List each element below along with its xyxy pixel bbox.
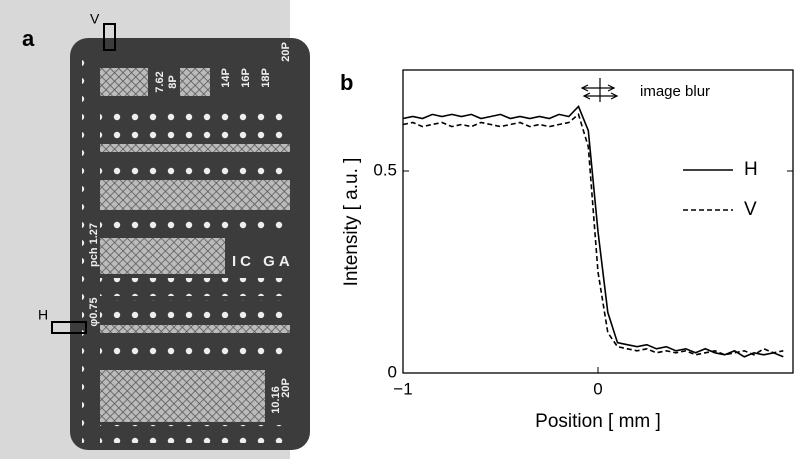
marker-label: H: [38, 307, 48, 323]
pcb-photo: 7.62 8P 14P 16P 18P 20P IC GA pch 1.27 φ…: [0, 0, 310, 459]
pcb-text: φ0.75: [88, 297, 100, 326]
pcb-text: 16P: [240, 68, 252, 88]
pcb-text: 10.16: [270, 386, 282, 414]
pcb-text: 18P: [260, 68, 272, 88]
pcb-text: 20P: [280, 42, 292, 62]
pcb-text: 8P: [167, 75, 179, 88]
pcb-text: IC GA: [232, 253, 294, 270]
line-series: [402, 113, 784, 356]
line-series: [402, 104, 784, 358]
blur-arrow: [580, 78, 619, 102]
x-tick-label: 0: [593, 379, 602, 398]
annotation: image blur: [640, 83, 710, 100]
panel-label: b: [340, 70, 353, 95]
plot-frame: [402, 69, 794, 374]
pcb-text: 20P: [280, 378, 292, 398]
panel-label: a: [22, 26, 35, 51]
y-tick-label: 0: [388, 362, 397, 381]
pcb-text: 7.62: [154, 71, 166, 92]
pcb-text: pch 1.27: [88, 223, 100, 267]
y-tick-label: 0.5: [373, 160, 397, 179]
y-axis-label: Intensity [ a.u. ]: [341, 158, 362, 287]
x-axis-label: Position [ mm ]: [535, 411, 661, 432]
marker-label: V: [90, 11, 100, 27]
x-tick-label: −1: [393, 379, 412, 398]
legend-label: V: [744, 199, 757, 220]
pcb-text: 14P: [220, 68, 232, 88]
legend-label: H: [744, 159, 758, 180]
